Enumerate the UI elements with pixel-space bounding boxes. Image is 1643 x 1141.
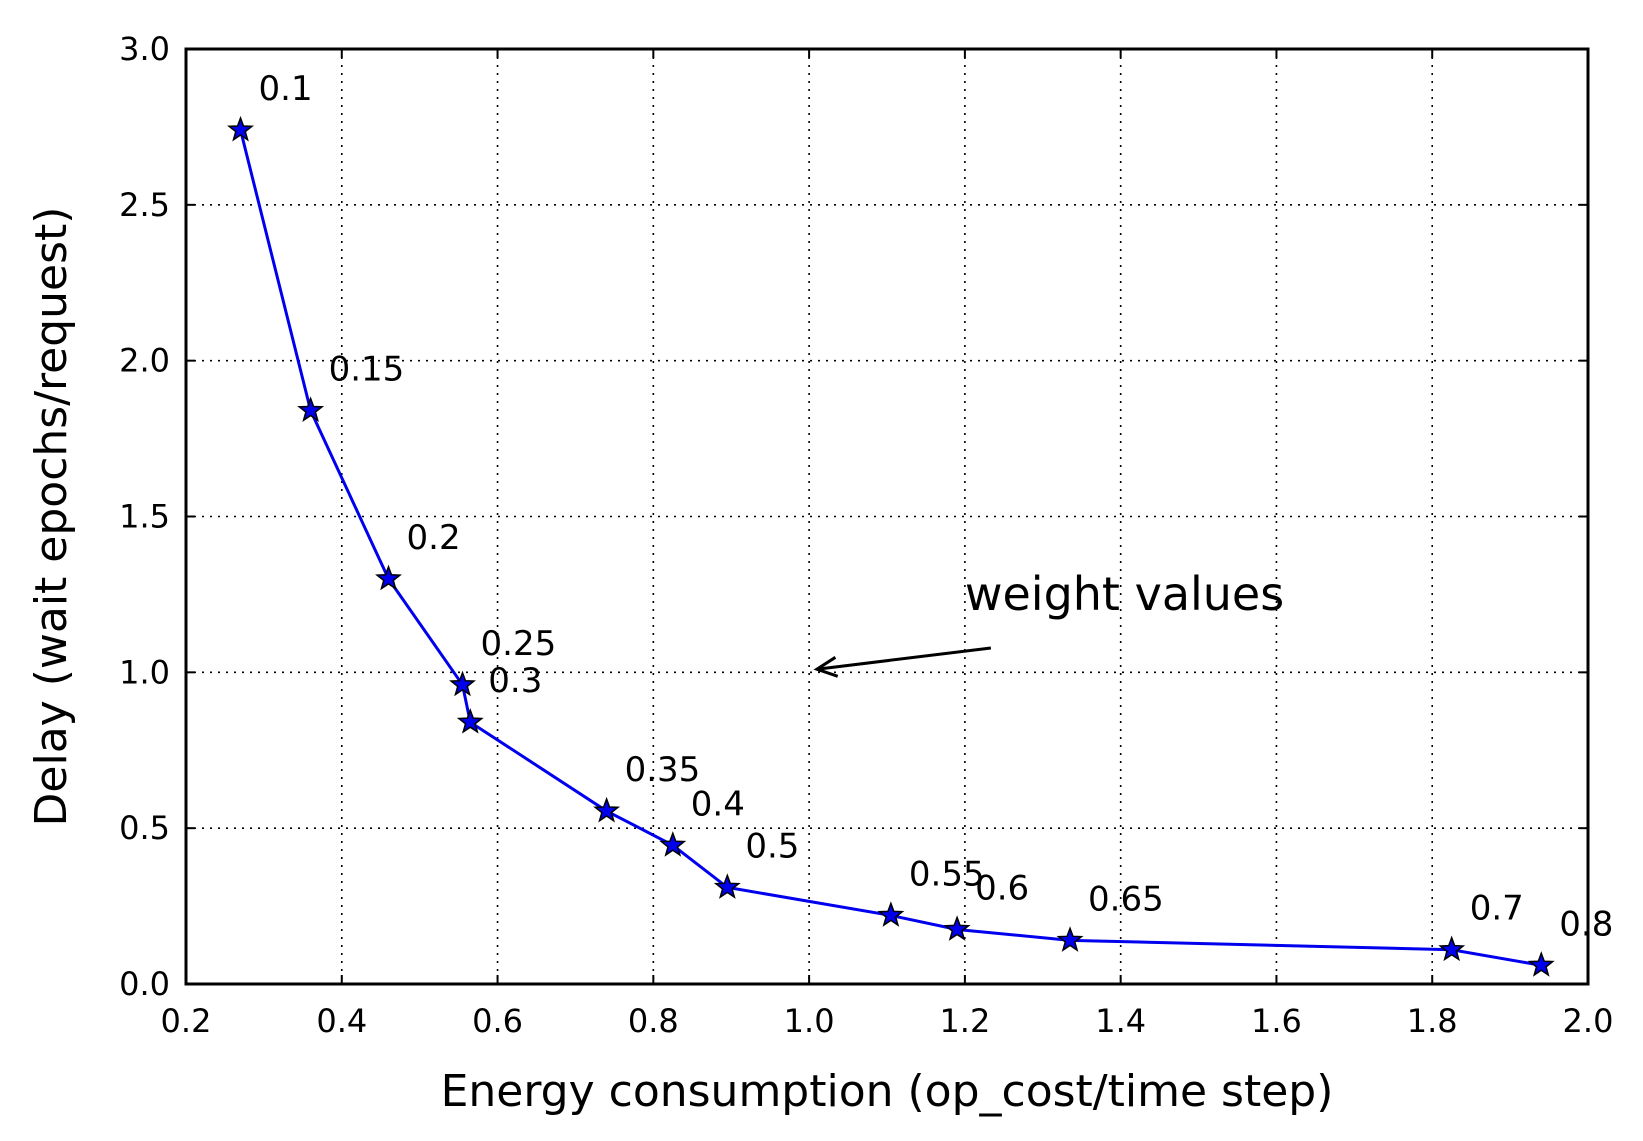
x-tick-label: 0.8 — [628, 1002, 679, 1040]
x-tick-label: 1.6 — [1251, 1002, 1302, 1040]
data-point-label: 0.65 — [1088, 879, 1164, 919]
data-point — [1056, 926, 1084, 952]
y-tick-label: 0.0 — [119, 965, 170, 1003]
annotation-arrow — [816, 646, 992, 671]
data-point-label: 0.8 — [1559, 904, 1613, 944]
data-point — [943, 915, 971, 941]
data-point-label: 0.3 — [488, 661, 542, 701]
data-point — [659, 831, 687, 857]
x-tick-label: 0.2 — [161, 1002, 212, 1040]
data-point — [877, 901, 905, 927]
data-point — [375, 564, 402, 591]
y-tick-label: 0.5 — [119, 809, 170, 847]
data-point — [1527, 951, 1555, 977]
data-point — [1438, 935, 1466, 962]
plot-frame — [184, 47, 1590, 986]
x-tick-label: 1.2 — [939, 1002, 990, 1040]
series-layer — [227, 115, 1555, 977]
y-tick-label: 2.0 — [119, 342, 170, 380]
data-point-label: 0.6 — [975, 868, 1029, 908]
data-point-label: 0.4 — [691, 784, 745, 824]
y-axis-title: Delay (wait epochs/request) — [26, 207, 77, 827]
annotation: weight values — [813, 567, 1284, 678]
grid — [186, 49, 1588, 984]
data-point-label: 0.35 — [625, 750, 701, 790]
data-point-label: 0.2 — [407, 518, 461, 558]
y-tick-label: 1.5 — [119, 498, 170, 536]
y-tick-label: 3.0 — [119, 30, 170, 68]
y-tick-label: 2.5 — [119, 186, 170, 224]
data-point — [713, 873, 741, 899]
x-tick-label: 1.0 — [784, 1002, 835, 1040]
data-point — [297, 396, 325, 422]
x-axis-title: Energy consumption (op_cost/time step) — [441, 1066, 1334, 1117]
data-point-label: 0.15 — [329, 350, 405, 390]
data-point-label: 0.25 — [481, 624, 557, 664]
data-point-label: 0.1 — [259, 69, 313, 109]
data-point-label: 0.7 — [1470, 889, 1524, 929]
x-tick-label: 1.8 — [1407, 1002, 1458, 1040]
data-point — [449, 670, 476, 697]
ticks: 0.2 0.4 0.6 0.8 1.0 1.2 1.4 1.6 1.8 2.0 0.0 0.5 1.0 1… — [119, 30, 1613, 1040]
data-point — [227, 115, 254, 142]
data-point — [593, 796, 621, 823]
annotation-arrowhead — [813, 656, 839, 678]
x-tick-label: 0.4 — [316, 1002, 367, 1040]
data-point-label: 0.55 — [909, 854, 985, 894]
data-point-label: 0.5 — [745, 826, 799, 866]
x-tick-label: 1.4 — [1095, 1002, 1146, 1040]
data-point — [456, 708, 484, 734]
x-tick-label: 0.6 — [472, 1002, 523, 1040]
point-labels: 0.1 0.15 0.2 0.250.3 0.350.40.5 0.550.6 0.65 0.… — [259, 69, 1614, 944]
annotation-text: weight values — [965, 567, 1284, 621]
y-tick-label: 1.0 — [119, 653, 170, 691]
x-tick-label: 2.0 — [1563, 1002, 1614, 1040]
